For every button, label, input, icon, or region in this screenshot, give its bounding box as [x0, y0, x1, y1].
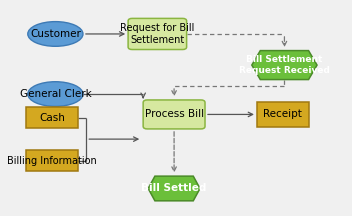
FancyBboxPatch shape	[143, 100, 205, 129]
Text: Process Bill: Process Bill	[145, 110, 204, 119]
Bar	[257, 102, 309, 127]
Bar	[26, 150, 78, 171]
Text: Receipt: Receipt	[263, 110, 302, 119]
Bar	[26, 107, 78, 128]
Text: Billing Information: Billing Information	[7, 156, 97, 166]
Text: Cash: Cash	[39, 113, 65, 123]
Ellipse shape	[28, 22, 83, 46]
Ellipse shape	[28, 82, 83, 106]
Polygon shape	[252, 51, 317, 79]
Text: Customer: Customer	[30, 29, 81, 39]
FancyBboxPatch shape	[128, 18, 187, 49]
Text: Request for Bill
Settlement: Request for Bill Settlement	[120, 23, 195, 45]
Polygon shape	[148, 176, 200, 201]
Text: Bill Settlement
Request Received: Bill Settlement Request Received	[239, 55, 330, 75]
Text: Bill Settled: Bill Settled	[142, 183, 207, 194]
Text: General Clerk: General Clerk	[19, 89, 91, 99]
